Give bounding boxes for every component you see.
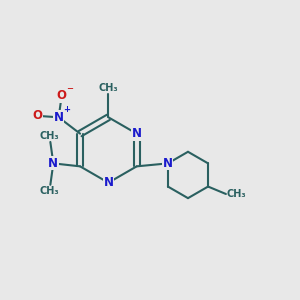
Text: N: N bbox=[132, 127, 142, 140]
Text: O: O bbox=[57, 89, 67, 102]
Text: +: + bbox=[63, 105, 70, 114]
Text: N: N bbox=[54, 111, 64, 124]
Text: N: N bbox=[163, 157, 173, 170]
Text: CH₃: CH₃ bbox=[39, 186, 59, 196]
Text: −: − bbox=[66, 84, 74, 93]
Text: CH₃: CH₃ bbox=[39, 131, 59, 141]
Text: CH₃: CH₃ bbox=[99, 82, 118, 93]
Text: CH₃: CH₃ bbox=[227, 189, 246, 199]
Text: N: N bbox=[103, 176, 113, 189]
Text: N: N bbox=[48, 157, 58, 170]
Text: O: O bbox=[32, 109, 42, 122]
